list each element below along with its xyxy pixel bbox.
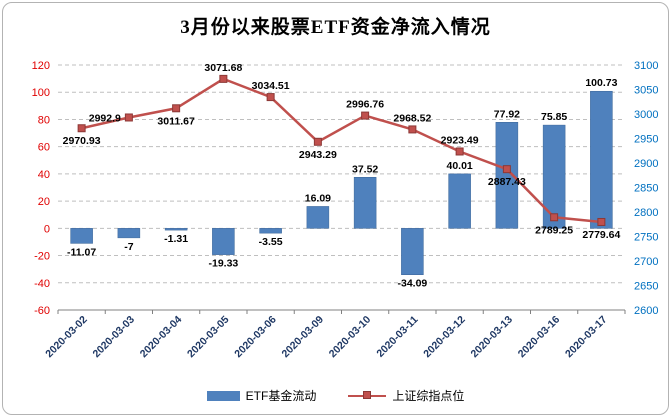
line-marker: [172, 104, 181, 113]
line-value-label: 3071.68: [204, 62, 242, 74]
line-marker: [597, 217, 606, 226]
legend-item-index: 上证综指点位: [348, 387, 464, 404]
line-value-label: 2923.49: [441, 134, 479, 146]
line-value-label: 2970.93: [63, 135, 101, 147]
right-axis-tick-label: 2850: [634, 183, 658, 195]
left-axis-tick-label: 120: [32, 60, 50, 72]
line-marker: [408, 125, 417, 134]
x-axis-label: 2020-03-12: [421, 314, 468, 361]
x-axis-label: 2020-03-03: [91, 314, 138, 361]
left-axis-tick-label: 20: [38, 196, 50, 208]
line-marker: [124, 113, 133, 122]
left-axis-tick-label: 100: [32, 87, 50, 99]
line-value-label: 2992.9: [89, 112, 121, 124]
line-value-label: 2779.64: [582, 229, 620, 241]
bar-value-label: 77.92: [494, 108, 520, 120]
left-axis-tick-label: -40: [34, 278, 50, 290]
right-axis-tick-label: 2900: [634, 158, 658, 170]
x-axis-label: 2020-03-02: [43, 314, 90, 361]
line-marker: [266, 93, 275, 102]
bar-swatch-icon: [206, 390, 240, 401]
line-value-label: 2943.29: [299, 149, 337, 161]
x-axis-label: 2020-03-17: [563, 314, 610, 361]
chart-title: 3月份以来股票ETF资金净流入情况: [180, 17, 491, 38]
bar: [164, 228, 188, 231]
bar: [448, 173, 471, 229]
bar-value-label: 40.01: [446, 160, 472, 172]
right-axis-tick-label: 2600: [634, 305, 658, 317]
bar-value-label: -19.33: [208, 258, 238, 270]
line-value-label: 2789.25: [535, 224, 573, 236]
chart-legend: ETF基金流动 上证综指点位: [3, 387, 668, 404]
left-axis-tick-label: 60: [38, 142, 50, 154]
x-axis-label: 2020-03-16: [516, 314, 563, 361]
right-axis-tick-label: 2950: [634, 134, 658, 146]
left-axis-tick-label: -60: [34, 305, 50, 317]
bar: [212, 228, 235, 255]
bar: [542, 124, 566, 229]
chart-canvas: 120 100 80 60 40 20 0 -20 -40 -60 3100 3050 3000 2950…: [32, 60, 659, 361]
bar-value-label: -7: [124, 241, 133, 253]
bar-value-label: -3.55: [259, 236, 283, 248]
line-marker: [502, 165, 511, 174]
index-line: [81, 77, 602, 224]
x-axis-label: 2020-03-13: [469, 314, 516, 361]
legend-label-etf-flow: ETF基金流动: [245, 389, 317, 403]
bar-value-label: 37.52: [352, 163, 378, 175]
bar-value-label: 75.85: [541, 111, 567, 123]
bar-value-label: -34.09: [397, 278, 427, 290]
bar: [306, 206, 330, 229]
legend-item-etf-flow: ETF基金流动: [206, 387, 317, 404]
bar: [401, 228, 424, 275]
line-marker: [455, 147, 464, 156]
bar-value-label: 100.73: [585, 77, 617, 89]
line-marker: [77, 124, 86, 133]
line-value-label: 2968.52: [393, 112, 431, 124]
left-axis-tick-label: 80: [38, 114, 50, 126]
left-axis-tick-label: 40: [38, 169, 50, 181]
x-axis-label: 2020-03-11: [374, 314, 420, 360]
left-axis-tick-label: -20: [34, 251, 50, 263]
line-value-label: 3011.67: [157, 115, 195, 127]
bar: [353, 177, 377, 229]
legend-label-index: 上证综指点位: [392, 389, 465, 403]
line-value-label: 3034.51: [252, 80, 290, 92]
line-swatch-icon: [348, 391, 387, 400]
bar: [495, 122, 519, 229]
bar: [590, 90, 613, 229]
bar-value-label: 16.09: [305, 192, 331, 204]
left-axis-tick-label: 0: [44, 223, 50, 235]
bar: [117, 228, 141, 239]
right-axis-tick-label: 2650: [634, 281, 658, 293]
line-value-label: 2887.43: [488, 176, 526, 188]
bar-value-label: -1.31: [164, 233, 188, 245]
x-axis-label: 2020-03-10: [327, 314, 374, 361]
line-marker: [361, 111, 370, 120]
right-axis-tick-label: 2750: [634, 232, 658, 244]
right-axis-tick-label: 3000: [634, 109, 658, 121]
x-axis-label: 2020-03-09: [280, 314, 327, 361]
x-axis-label: 2020-03-05: [185, 314, 232, 361]
line-marker: [550, 213, 559, 222]
right-axis-tick-label: 2700: [634, 256, 658, 268]
right-axis-tick-label: 3050: [634, 85, 658, 97]
bar: [259, 228, 282, 234]
right-axis-tick-label: 2800: [634, 207, 658, 219]
line-marker: [313, 137, 322, 146]
bar: [70, 228, 93, 244]
line-marker: [219, 74, 228, 83]
right-axis-tick-label: 3100: [634, 60, 658, 72]
line-value-label: 2996.76: [346, 99, 384, 111]
x-axis-label: 2020-03-04: [138, 314, 185, 361]
x-axis-label: 2020-03-06: [232, 314, 279, 361]
bar-value-label: -11.07: [67, 246, 96, 258]
